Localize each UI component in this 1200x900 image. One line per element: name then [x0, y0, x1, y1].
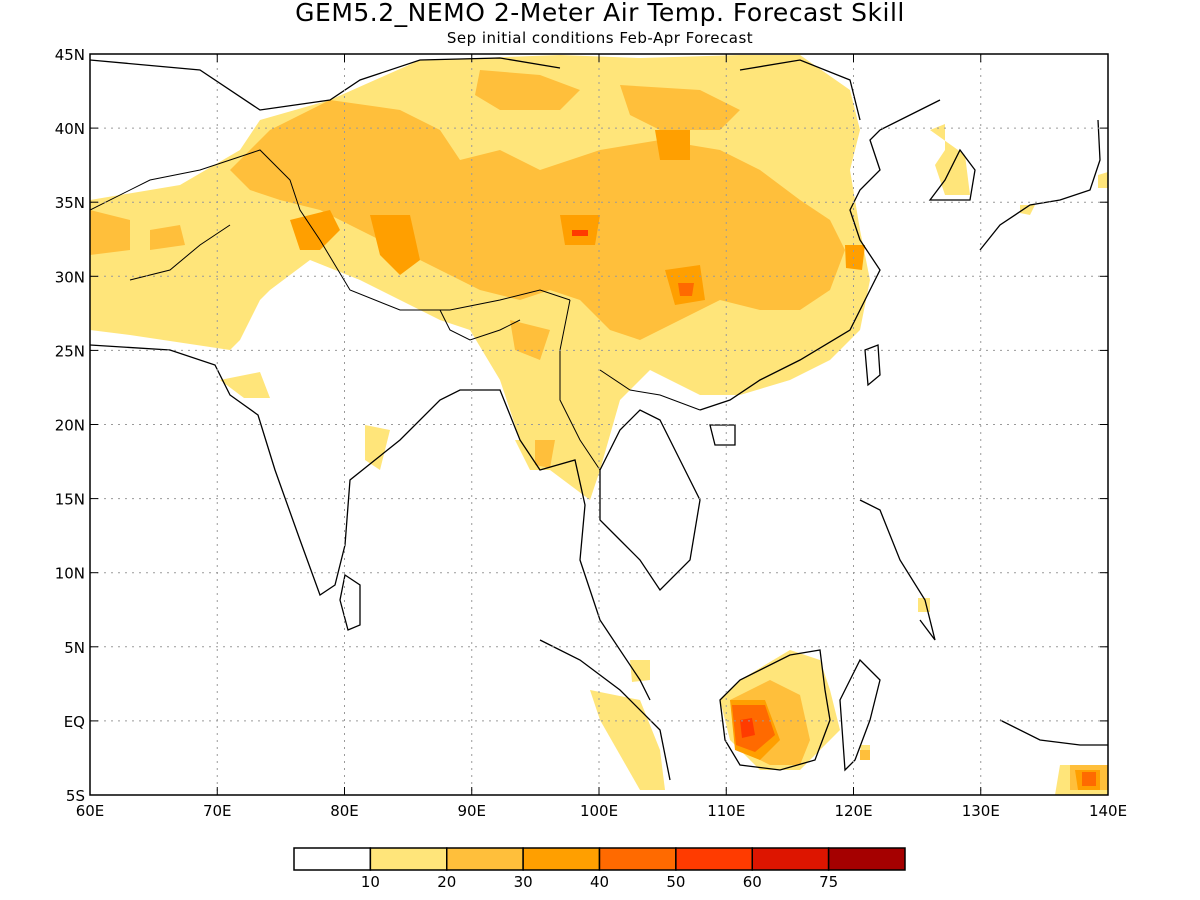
- lat-tick-label: 40N: [55, 120, 85, 138]
- lon-tick-label: 120E: [834, 802, 872, 820]
- colorbar-label: 10: [361, 873, 380, 891]
- lat-tick-label: 25N: [55, 342, 85, 360]
- lon-tick-label: 60E: [76, 802, 105, 820]
- colorbar: 10 20 30 40 50 60 75: [293, 847, 906, 891]
- country-borders: [90, 149, 701, 471]
- colorbar-swatch: [751, 847, 830, 871]
- lat-gridlines: [90, 127, 1108, 722]
- colorbar-swatch: [446, 847, 524, 871]
- colorbar-swatch: [293, 847, 372, 871]
- colorbar-swatch: [827, 847, 906, 871]
- colorbar-swatch: [675, 847, 753, 871]
- lat-tick-label: 35N: [55, 194, 85, 212]
- lat-ticks: 45N 40N 35N 30N 25N 20N 15N 10N 5N EQ 5S: [55, 46, 1108, 805]
- colorbar-label: 40: [590, 873, 609, 891]
- lon-ticks: 60E 70E 80E 90E 100E 110E 120E 130E 140E: [76, 54, 1127, 820]
- skill-level-50-60: [572, 230, 755, 738]
- colorbar-swatch: [369, 847, 448, 871]
- colorbar-label: 75: [819, 873, 838, 891]
- lat-tick-label: 45N: [55, 46, 85, 64]
- colorbar-swatch: [522, 847, 601, 871]
- colorbar-label: 20: [437, 873, 456, 891]
- map-title: GEM5.2_NEMO 2-Meter Air Temp. Forecast S…: [295, 0, 905, 27]
- colorbar-label: 30: [514, 873, 533, 891]
- lon-gridlines: [216, 54, 982, 795]
- lon-tick-label: 70E: [203, 802, 232, 820]
- lat-tick-label: 20N: [55, 417, 85, 435]
- lat-tick-label: 5N: [64, 639, 85, 657]
- lat-tick-label: 5S: [66, 787, 85, 805]
- lat-tick-label: 15N: [55, 491, 85, 509]
- lat-tick-label: 30N: [55, 268, 85, 286]
- lon-tick-label: 140E: [1089, 802, 1127, 820]
- colorbar-label: 60: [743, 873, 762, 891]
- map-subtitle: Sep initial conditions Feb-Apr Forecast: [446, 29, 754, 47]
- colorbar-label: 50: [666, 873, 685, 891]
- lat-tick-label: EQ: [64, 713, 85, 731]
- lon-tick-label: 130E: [962, 802, 1000, 820]
- colorbar-swatch: [598, 847, 677, 871]
- lon-tick-label: 100E: [580, 802, 618, 820]
- lon-tick-label: 80E: [330, 802, 359, 820]
- lon-tick-label: 90E: [457, 802, 486, 820]
- lat-tick-label: 10N: [55, 565, 85, 583]
- lon-tick-label: 110E: [707, 802, 745, 820]
